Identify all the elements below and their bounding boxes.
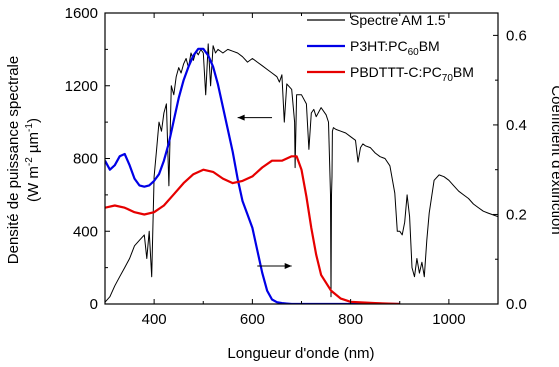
y-right-tick-label: 0.4 bbox=[506, 117, 527, 134]
arrow-head bbox=[284, 262, 292, 269]
series-line-p3ht bbox=[105, 47, 400, 304]
x-axis-title: Longueur d'onde (nm) bbox=[227, 345, 374, 362]
x-tick-label: 1000 bbox=[432, 311, 465, 328]
series-line-pbdttt bbox=[105, 155, 400, 304]
x-tick-label: 400 bbox=[142, 311, 167, 328]
y-left-tick-label: 800 bbox=[73, 151, 98, 168]
axis-arrow-right bbox=[257, 262, 292, 269]
y-right-tick-label: 0.2 bbox=[506, 206, 527, 223]
y-left-tick-label: 1200 bbox=[65, 78, 98, 95]
y-left-tick-label: 1600 bbox=[65, 5, 98, 22]
y-left-tick-label: 0 bbox=[90, 296, 98, 313]
y-right-tick-label: 0.6 bbox=[506, 27, 527, 44]
legend-entry-am15: Spectre AM 1.5 bbox=[307, 12, 446, 28]
right-axis-title: Coefficient d'extinction bbox=[548, 85, 559, 234]
legend-entry-p3ht: P3HT:PC60BM bbox=[307, 38, 440, 58]
axis-arrow-left bbox=[237, 114, 273, 121]
y-left-tick-label: 400 bbox=[73, 223, 98, 240]
x-tick-label: 600 bbox=[240, 311, 265, 328]
legend-entry-pbdttt: PBDTTT-C:PC70BM bbox=[307, 64, 474, 84]
x-tick-label: 800 bbox=[338, 311, 363, 328]
arrow-head bbox=[237, 114, 245, 121]
left-axis-title-line2: (W m-2 µm-1) bbox=[24, 118, 42, 202]
plot-frame bbox=[104, 12, 499, 305]
left-axis-title: Densité de puissance spectrale (W m-2 µm… bbox=[5, 56, 42, 264]
legend: Spectre AM 1.5 P3HT:PC60BM PBDTTT-C:PC70BM bbox=[307, 12, 474, 84]
series-line-am15 bbox=[105, 43, 498, 303]
legend-label-pbdttt: PBDTTT-C:PC70BM bbox=[350, 64, 474, 84]
ticks-layer: 400 600 800 1000 0 400 800 1200 1600 0.0 0.2 0.4 0.6 bbox=[65, 5, 527, 328]
y-right-tick-label: 0.0 bbox=[506, 296, 527, 313]
legend-label-p3ht: P3HT:PC60BM bbox=[350, 38, 440, 58]
left-axis-title-line1: Densité de puissance spectrale bbox=[5, 56, 22, 264]
series-layer bbox=[105, 43, 498, 304]
arrows-layer bbox=[237, 114, 292, 269]
legend-label-am15: Spectre AM 1.5 bbox=[350, 12, 446, 28]
